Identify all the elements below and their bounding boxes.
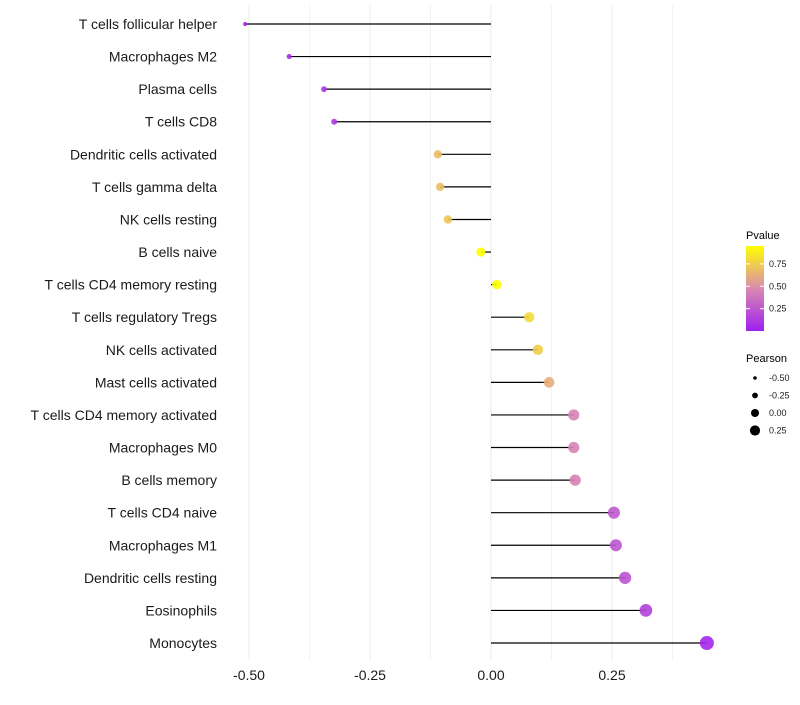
category-label: T cells follicular helper: [79, 16, 218, 32]
size-key-dot: [751, 409, 759, 417]
chart-rows: T cells follicular helper Macrophages M2 P…: [31, 16, 714, 651]
lollipop-row: T cells CD8: [145, 114, 491, 130]
lollipop-row: Eosinophils: [145, 602, 653, 618]
lollipop-point: [569, 474, 581, 486]
category-label: T cells CD4 naive: [108, 505, 218, 521]
category-label: Monocytes: [149, 635, 217, 651]
pvalue-colorbar: [746, 246, 764, 331]
lollipop-point: [443, 215, 453, 224]
category-label: Dendritic cells resting: [84, 570, 217, 586]
category-label: Mast cells activated: [95, 374, 217, 390]
lollipop-row: B cells naive: [138, 244, 491, 260]
lollipop-point: [286, 54, 292, 60]
category-label: B cells naive: [138, 244, 217, 260]
x-tick-label: 0.25: [598, 667, 625, 683]
lollipop-row: T cells CD4 naive: [108, 505, 620, 521]
lollipop-row: Dendritic cells activated: [70, 146, 491, 162]
lollipop-point: [331, 118, 338, 125]
lollipop-point: [243, 21, 248, 27]
lollipop-point: [568, 441, 580, 454]
lollipop-point: [568, 409, 580, 421]
lollipop-row: T cells regulatory Tregs: [72, 309, 535, 325]
lollipop-row: Macrophages M2: [109, 49, 491, 65]
lollipop-point: [436, 182, 445, 192]
size-key-label: 0.25: [769, 426, 787, 436]
size-key-dot: [753, 376, 757, 380]
colorbar-label: 0.25: [769, 304, 787, 314]
pearson-legend-title: Pearson: [746, 353, 787, 365]
category-label: NK cells activated: [106, 342, 217, 358]
lollipop-point: [492, 279, 502, 290]
lollipop-point: [618, 571, 632, 584]
lollipop-row: Plasma cells: [138, 81, 491, 97]
lollipop-point: [532, 344, 544, 355]
colorbar-label: 0.50: [769, 281, 787, 291]
category-label: T cells CD4 memory resting: [45, 277, 217, 293]
category-label: NK cells resting: [120, 211, 217, 227]
lollipop-point: [699, 635, 714, 651]
category-label: Macrophages M0: [109, 440, 217, 456]
lollipop-row: Mast cells activated: [95, 374, 555, 390]
colorbar-label: 0.75: [769, 259, 787, 269]
lollipop-row: NK cells activated: [106, 342, 544, 358]
size-key-dot: [752, 392, 758, 399]
lollipop-row: Dendritic cells resting: [84, 570, 632, 586]
lollipop-point: [639, 604, 653, 617]
lollipop-point: [607, 506, 620, 519]
lollipop-point: [476, 247, 486, 257]
lollipop-point: [524, 312, 535, 323]
size-key-label: -0.25: [769, 391, 790, 401]
category-label: Plasma cells: [138, 81, 217, 97]
size-key-label: 0.00: [769, 408, 787, 418]
grid-lines: [248, 5, 673, 660]
category-label: T cells gamma delta: [92, 179, 217, 195]
category-label: Macrophages M1: [109, 537, 217, 553]
x-tick-label: -0.50: [233, 667, 265, 683]
lollipop-row: T cells follicular helper: [79, 16, 491, 32]
lollipop-point: [609, 539, 622, 552]
lollipop-point: [321, 86, 327, 93]
lollipop-row: B cells memory: [121, 472, 581, 488]
category-label: B cells memory: [121, 472, 217, 488]
size-key-dot: [749, 425, 761, 436]
lollipop-row: T cells CD4 memory activated: [31, 407, 580, 423]
lollipop-point: [543, 377, 555, 388]
lollipop-row: T cells CD4 memory resting: [45, 277, 502, 293]
lollipop-row: Macrophages M0: [109, 440, 580, 456]
lollipop-point: [433, 150, 442, 159]
lollipop-row: T cells gamma delta: [92, 179, 491, 195]
pvalue-legend-title: Pvalue: [746, 230, 780, 242]
legend: Pvalue 0.25 0.50 0.75 Pearson -0.50 -0.25 0.…: [746, 230, 790, 436]
category-label: Macrophages M2: [109, 49, 217, 65]
x-tick-label: 0.00: [477, 667, 504, 683]
category-label: T cells regulatory Tregs: [72, 309, 217, 325]
category-label: Dendritic cells activated: [70, 146, 217, 162]
category-label: T cells CD8: [145, 114, 217, 130]
category-label: Eosinophils: [145, 602, 217, 618]
lollipop-row: NK cells resting: [120, 211, 491, 227]
x-axis-ticks: -0.50 -0.25 0.00 0.25: [233, 667, 626, 683]
category-label: T cells CD4 memory activated: [31, 407, 217, 423]
x-tick-label: -0.25: [354, 667, 386, 683]
lollipop-row: Macrophages M1: [109, 537, 622, 553]
lollipop-row: Monocytes: [149, 635, 714, 651]
size-key-label: -0.50: [769, 373, 790, 383]
